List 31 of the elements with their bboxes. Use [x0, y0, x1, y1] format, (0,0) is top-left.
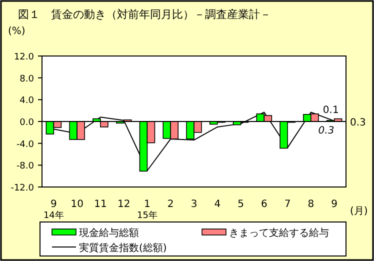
- text: 15年: [137, 210, 158, 221]
- y-tick-label: 8.0: [20, 74, 34, 84]
- x-tick-label: 8: [308, 199, 314, 210]
- chart-title: 図１ 賃金の動き（対前年同月比）－調査産業計－: [18, 8, 271, 21]
- legend-label: 実質賃金指数(総額): [79, 242, 167, 254]
- legend-label: きまって支給する給与: [229, 227, 329, 239]
- x-axis-title: (月): [350, 206, 368, 217]
- text: 0.3: [350, 118, 366, 128]
- x-tick-label: 10: [70, 199, 84, 210]
- x-tick-label: 9: [50, 199, 57, 210]
- x-tick-label: 9: [331, 199, 338, 210]
- y-axis-title: (%): [8, 26, 26, 37]
- x-tick-label: 3: [190, 199, 198, 210]
- x-tick-label: 2: [167, 199, 174, 210]
- text: 14年: [43, 210, 64, 221]
- x-tick-label: 12: [117, 199, 130, 210]
- x-tick-label: 5: [238, 199, 244, 210]
- y-tick-label: 12.0: [14, 52, 34, 62]
- x-tick-label: 6: [260, 199, 268, 210]
- x-tick-label: 7: [284, 199, 291, 210]
- annotation: 0.3: [318, 126, 334, 136]
- x-tick-label: 11: [94, 199, 107, 210]
- annotation: 0.1: [322, 104, 339, 116]
- legend-label: 現金給与総額: [79, 227, 139, 239]
- y-tick-label: 0.0: [20, 118, 34, 128]
- y-tick-label: 4.0: [20, 96, 34, 106]
- y-tick-label: -4.0: [16, 140, 34, 150]
- y-tick-label: -8.0: [16, 162, 34, 172]
- x-tick-label: 4: [214, 199, 221, 210]
- y-tick-label: -12.0: [10, 184, 34, 194]
- x-tick-label: 1: [144, 199, 150, 210]
